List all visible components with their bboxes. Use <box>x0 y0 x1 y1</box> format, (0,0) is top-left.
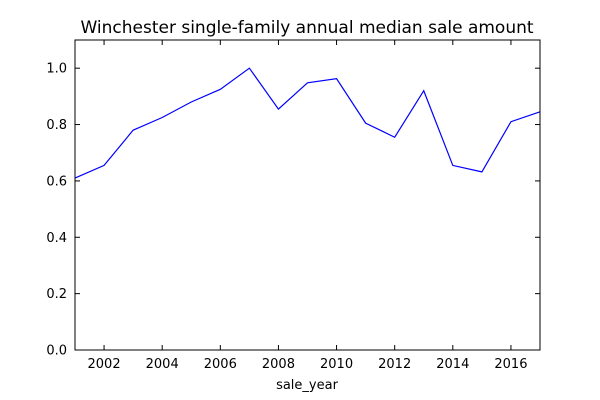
x-tick-label: 2014 <box>436 357 469 372</box>
plot-area: 2002 2004 2006 2008 2010 2012 2014 2016 0.0 0.2 0.… <box>46 39 541 372</box>
x-tick-label: 2006 <box>204 357 237 372</box>
x-axis-label: sale_year <box>276 378 339 393</box>
y-tick-label: 0.6 <box>46 174 67 189</box>
x-tick-label: 2010 <box>320 357 353 372</box>
x-tick-label: 2002 <box>88 357 121 372</box>
chart-title: Winchester single-family annual median s… <box>80 18 533 38</box>
y-tick-label: 1.0 <box>46 62 67 77</box>
y-tick-label: 0.2 <box>46 287 67 302</box>
x-tick-label: 2004 <box>146 357 179 372</box>
x-tick-label: 2008 <box>262 357 295 372</box>
x-tick-label: 2016 <box>494 357 527 372</box>
x-tick-label: 2012 <box>378 357 411 372</box>
plot-frame <box>74 39 541 351</box>
y-tick-label: 0.4 <box>46 231 67 246</box>
y-tick-label: 0.0 <box>46 344 67 359</box>
series-line-0 <box>74 67 541 179</box>
y-tick-label: 0.8 <box>46 118 67 133</box>
